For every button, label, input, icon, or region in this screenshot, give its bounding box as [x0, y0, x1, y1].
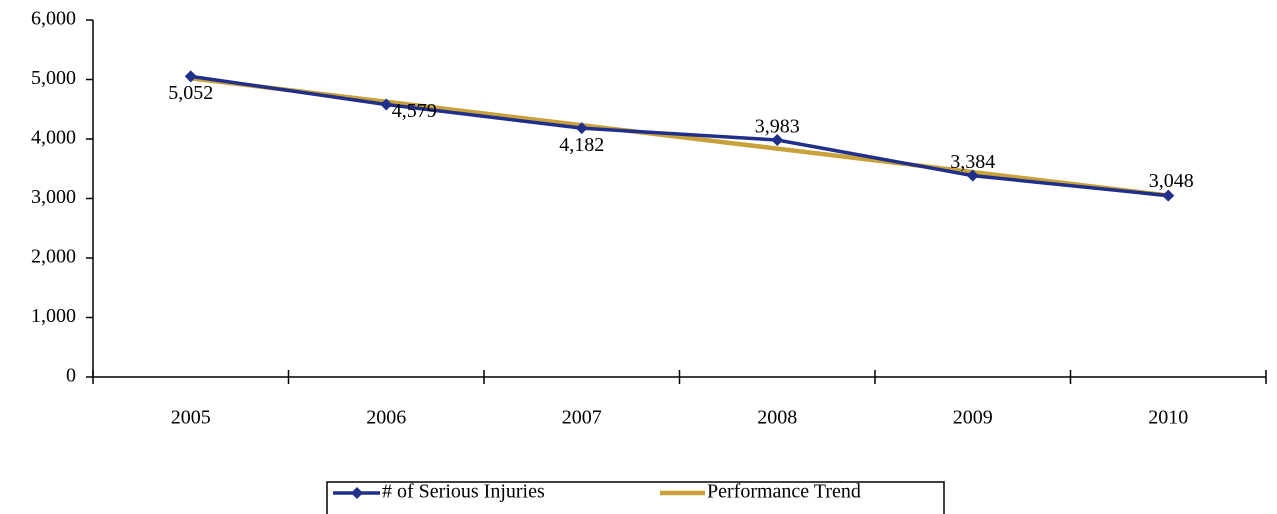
diamond-marker — [966, 169, 979, 182]
legend-label: # of Serious Injuries — [382, 481, 545, 503]
x-tick-label: 2007 — [562, 407, 602, 429]
legend-box — [326, 481, 945, 514]
data-label: 3,048 — [1149, 170, 1194, 192]
x-tick-label: 2008 — [757, 407, 797, 429]
diamond-marker — [380, 98, 393, 111]
y-tick-label: 4,000 — [31, 127, 76, 149]
legend-label: Performance Trend — [707, 481, 861, 503]
data-label: 5,052 — [168, 82, 213, 104]
y-tick-label: 6,000 — [31, 8, 76, 30]
x-tick-label: 2010 — [1148, 407, 1188, 429]
diamond-marker — [771, 134, 784, 147]
legend-marker — [351, 487, 363, 499]
y-tick-label: 1,000 — [31, 305, 76, 327]
y-tick-label: 0 — [66, 365, 76, 387]
data-label: 3,983 — [755, 116, 800, 138]
diamond-marker — [184, 70, 197, 83]
y-tick-label: 5,000 — [31, 67, 76, 89]
y-tick-label: 3,000 — [31, 186, 76, 208]
y-tick-label: 2,000 — [31, 246, 76, 268]
series-line — [190, 76, 1169, 198]
x-tick-label: 2009 — [953, 407, 993, 429]
data-label: 3,384 — [950, 151, 995, 173]
diamond-marker — [1162, 189, 1175, 202]
data-label: 4,182 — [559, 134, 604, 156]
data-label: 4,579 — [392, 100, 437, 122]
diamond-marker — [575, 122, 588, 135]
series-line — [190, 74, 1169, 198]
x-tick-label: 2006 — [366, 407, 406, 429]
x-tick-label: 2005 — [171, 407, 211, 429]
